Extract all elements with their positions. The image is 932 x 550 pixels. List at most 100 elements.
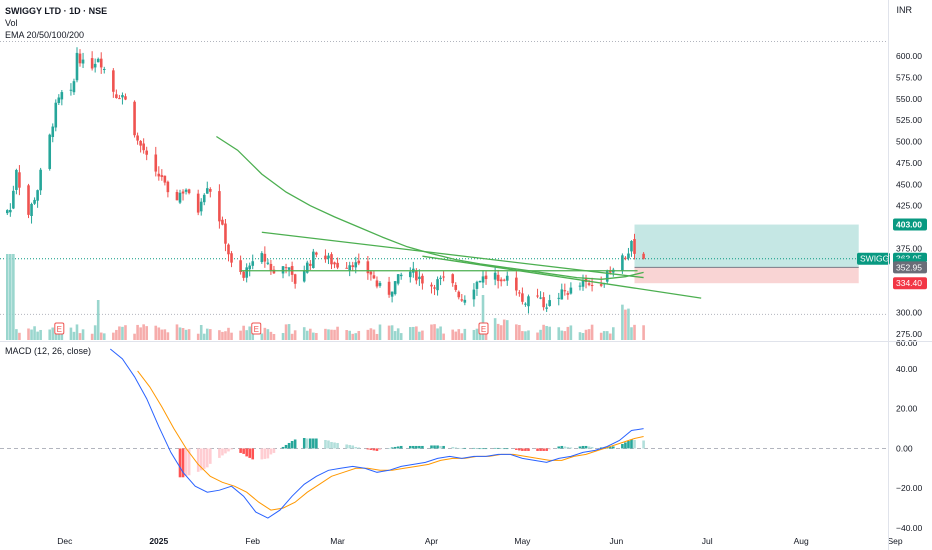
position-zones	[634, 224, 859, 284]
candle	[272, 269, 276, 274]
macd-histogram-bar	[499, 448, 503, 450]
macd-histogram-bar	[366, 448, 370, 450]
candle	[499, 279, 503, 282]
candle	[478, 281, 482, 283]
candle	[599, 284, 603, 286]
candle	[433, 287, 436, 289]
macd-histogram-bar	[260, 448, 264, 460]
candle	[408, 271, 412, 278]
macd-histogram-bar	[324, 439, 327, 449]
volume-bar	[90, 333, 94, 340]
macd-histogram-bar	[196, 448, 200, 472]
macd-histogram-bar	[272, 448, 276, 453]
volume-bar	[399, 333, 403, 340]
macd-histogram-bar	[484, 448, 488, 450]
candle	[196, 193, 200, 213]
candle	[178, 192, 182, 203]
candle	[330, 254, 333, 265]
volume-bar	[33, 326, 36, 340]
candle	[175, 192, 179, 201]
macd-histogram-bar	[372, 448, 376, 451]
volume-legend[interactable]: Vol	[5, 18, 18, 28]
volume-bar	[242, 325, 245, 340]
candle	[578, 285, 582, 287]
candle	[48, 134, 52, 169]
macd-tick-label: 20.00	[896, 404, 918, 414]
ema-legend[interactable]: EMA 20/50/100/200	[5, 30, 85, 40]
volume-bar	[566, 326, 570, 340]
candle	[166, 181, 170, 193]
candle	[115, 94, 118, 99]
candle	[502, 279, 506, 281]
candle	[9, 209, 12, 213]
price-grid	[0, 41, 888, 315]
macd-histogram-bar	[263, 448, 267, 459]
time-tick-label: Dec	[57, 536, 73, 546]
volume-bar	[315, 332, 318, 340]
volume-bar	[281, 333, 285, 340]
candle	[281, 266, 285, 274]
volume-bar	[415, 326, 418, 340]
macd-histogram-bar	[357, 447, 361, 449]
macd-histogram-bar	[569, 447, 573, 449]
candle	[39, 169, 42, 191]
candle	[266, 262, 270, 264]
volume-bar	[642, 325, 645, 340]
candle	[251, 261, 255, 266]
currency-label[interactable]: INR	[896, 5, 913, 15]
volume-bar	[439, 326, 442, 340]
macd-histogram-bar	[408, 445, 412, 449]
macd-histogram-bar	[515, 448, 518, 450]
volume-bar	[39, 329, 42, 340]
volume-bar	[330, 329, 333, 340]
volume-bar	[142, 324, 145, 340]
pane-divider[interactable]	[0, 341, 932, 342]
time-tick-label: Jun	[609, 536, 623, 546]
macd-histogram-bar	[202, 448, 206, 469]
earnings-letter: E	[254, 325, 259, 334]
volume-bar	[393, 331, 397, 340]
macd-histogram-bar	[348, 444, 351, 449]
price-tag-target: 403.00	[893, 218, 927, 231]
volume-bar	[309, 328, 312, 340]
candle	[630, 241, 633, 252]
volume-bar	[27, 328, 30, 340]
macd-histogram-bar	[584, 445, 588, 449]
volume-bar	[284, 324, 288, 340]
candle	[375, 280, 379, 287]
volume-bar	[421, 330, 424, 340]
volume-bar	[457, 329, 461, 340]
volume-bar	[263, 327, 267, 340]
volume-bar	[209, 329, 212, 340]
volume-bar	[184, 329, 188, 340]
macd-histogram-bar	[612, 446, 615, 449]
candle	[27, 185, 30, 215]
macd-histogram-bar	[269, 448, 273, 455]
candle	[621, 255, 624, 272]
volume-bar	[72, 331, 76, 340]
macd-histogram-bar	[390, 447, 394, 449]
macd-legend[interactable]: MACD (12, 26, close)	[5, 346, 92, 356]
volume-bar	[418, 331, 421, 340]
price-tick-label: 275.00	[896, 329, 922, 339]
stop-zone	[634, 267, 859, 284]
symbol-title[interactable]: SWIGGY LTD · 1D · NSE	[5, 6, 108, 16]
macd-histogram-bar	[578, 446, 582, 449]
volume-bar	[633, 324, 636, 340]
macd-histogram-bar	[630, 439, 633, 449]
candle	[69, 89, 73, 91]
macd-tick-label: −20.00	[896, 483, 923, 493]
macd-histogram-bar	[387, 448, 391, 450]
candle	[624, 257, 627, 259]
candle	[157, 173, 161, 177]
macd-histogram-bar	[412, 445, 415, 449]
macd-histogram-bar	[642, 440, 645, 449]
volume-bar	[396, 328, 400, 340]
volume-bar	[187, 329, 191, 340]
candle	[581, 280, 585, 287]
time-tick-label: 2025	[149, 536, 168, 546]
volume-bar	[627, 308, 630, 340]
